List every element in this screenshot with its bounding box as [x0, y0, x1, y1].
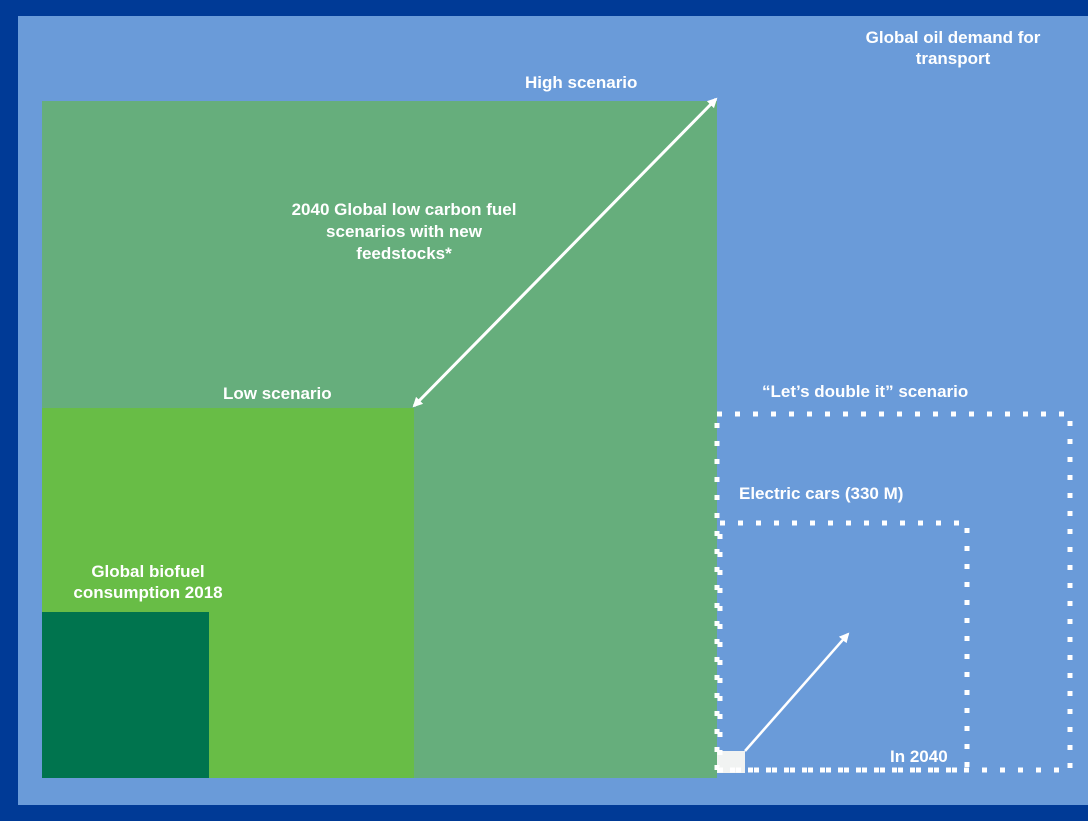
- double-scenario-label: “Let’s double it” scenario: [762, 382, 969, 401]
- biofuel-2018-square: [42, 612, 209, 778]
- biofuel-2018-label: Global biofuel consumption 2018: [73, 562, 223, 602]
- oil-demand-label: Global oil demand for transport: [865, 28, 1041, 68]
- electric-cars-growth-arrow: [744, 632, 850, 752]
- electric-cars-label: Electric cars (330 M): [739, 484, 904, 503]
- electric-cars-outline: [717, 520, 970, 773]
- in-2040-label: In 2040: [890, 747, 948, 766]
- double-scenario-outline: [714, 411, 1073, 773]
- low-carbon-scenarios-label: 2040 Global low carbon fuel scenarios wi…: [291, 200, 517, 263]
- scenario-range-arrow: [412, 97, 718, 408]
- high-scenario-label: High scenario: [525, 73, 638, 92]
- low-scenario-label: Low scenario: [223, 384, 332, 403]
